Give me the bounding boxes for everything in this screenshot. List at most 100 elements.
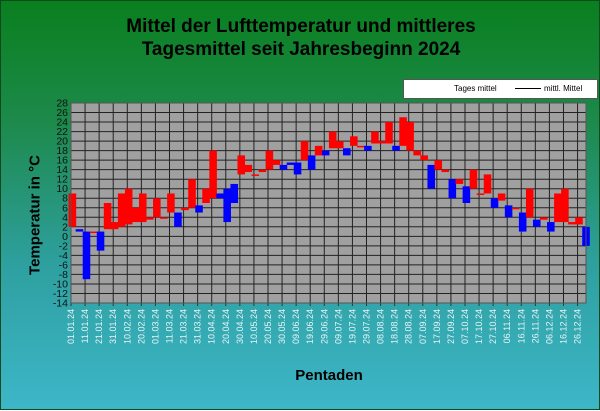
plot-background — [70, 102, 587, 304]
bar-below-mean — [448, 179, 457, 199]
bar-above-mean — [434, 160, 443, 170]
bar-below-mean — [279, 164, 288, 170]
bar-above-mean — [540, 217, 548, 220]
bar-above-mean — [181, 207, 189, 211]
x-tick-label: 10.02.24 — [122, 309, 132, 344]
bar-above-mean — [441, 169, 450, 173]
x-tick-label: 31.01.24 — [108, 309, 118, 344]
chart-title-line-2: Tagesmittel seit Jahresbeginn 2024 — [141, 39, 461, 60]
x-tick-label: 18.08.24 — [390, 309, 400, 344]
bar-above-mean — [357, 145, 365, 148]
y-tick-label: -4 — [59, 250, 68, 262]
bar-above-mean — [131, 207, 140, 223]
x-tick-label: 29.06.24 — [319, 309, 329, 344]
bar-below-mean — [223, 188, 231, 223]
x-tick-label: 01.03.24 — [150, 309, 160, 344]
y-tick-label: 0 — [62, 231, 68, 243]
bar-above-mean — [153, 198, 161, 218]
x-tick-label: 10.04.24 — [207, 309, 217, 344]
bar-below-mean — [195, 205, 203, 213]
y-tick-label: 18 — [56, 145, 68, 157]
bar-above-mean — [561, 188, 569, 223]
bar-below-mean — [532, 219, 541, 227]
y-tick-label: 4 — [62, 212, 68, 224]
bar-below-mean — [427, 164, 435, 189]
bar-above-mean — [554, 193, 562, 223]
bar-below-mean — [504, 205, 513, 218]
x-tick-label: 29.07.24 — [361, 309, 371, 344]
bar-below-mean — [490, 198, 499, 208]
x-tick-label: 07.10.24 — [460, 309, 470, 344]
bar-below-mean — [82, 231, 91, 280]
bar-above-mean — [89, 231, 98, 234]
bar-above-mean — [406, 122, 414, 151]
bar-below-mean — [307, 155, 316, 170]
bar-above-mean — [328, 131, 337, 149]
y-tick-label: 20 — [56, 136, 68, 148]
bar-above-mean — [350, 136, 358, 146]
x-tick-label: 26.12.24 — [573, 309, 583, 344]
bar-above-mean — [146, 217, 154, 220]
x-axis-title: Pentaden — [295, 367, 363, 384]
x-tick-label: 06.12.24 — [544, 309, 554, 344]
y-tick-label: 14 — [56, 164, 68, 176]
bar-above-mean — [525, 188, 534, 218]
bar-above-mean — [272, 160, 281, 165]
legend-line-swatch — [515, 88, 541, 89]
x-tick-label: 11.01.24 — [80, 309, 90, 343]
y-tick-label: 24 — [56, 117, 68, 129]
y-tick-label: -10 — [53, 278, 68, 290]
y-tick-label: -6 — [59, 259, 68, 271]
y-tick-label: 8 — [62, 193, 68, 205]
bar-below-mean — [462, 186, 471, 203]
bar-above-mean — [314, 145, 323, 156]
x-tick-label: 17.09.24 — [432, 309, 442, 344]
bar-above-mean — [575, 217, 583, 225]
bar-below-mean — [293, 162, 302, 175]
y-tick-label: 26 — [56, 107, 68, 119]
y-tick-label: 22 — [56, 126, 68, 138]
bar-below-mean — [392, 145, 400, 151]
bar-below-mean — [518, 212, 527, 232]
x-tick-label: 16.12.24 — [558, 309, 568, 344]
legend-entry-mittl-mittel: mittl. Mittel — [544, 84, 583, 93]
bar-above-mean — [399, 117, 407, 146]
legend: Tages mittel mittl. Mittel — [403, 79, 598, 99]
bar-above-mean — [568, 222, 576, 225]
x-tick-label: 20.04.24 — [221, 309, 231, 344]
bar-above-mean — [202, 188, 210, 203]
x-tick-label: 10.05.24 — [249, 309, 259, 344]
y-tick-label: 2 — [62, 221, 68, 233]
bar-above-mean — [68, 193, 77, 227]
bar-above-mean — [378, 141, 386, 144]
x-tick-label: 07.09.24 — [418, 309, 428, 344]
x-tick-label: 21.03.24 — [179, 309, 189, 344]
x-tick-label: 19.06.24 — [305, 309, 315, 344]
bar-above-mean — [103, 203, 112, 230]
bar-below-mean — [216, 193, 224, 199]
bar-above-mean — [160, 217, 168, 219]
bar-above-mean — [511, 207, 520, 210]
bar-above-mean — [335, 141, 344, 149]
bar-below-mean — [174, 212, 182, 227]
x-tick-label: 30.04.24 — [235, 309, 245, 344]
bar-above-mean — [258, 169, 267, 173]
bar-below-mean — [547, 222, 555, 232]
y-tick-label: 6 — [62, 202, 68, 214]
x-tick-label: 20.02.24 — [136, 309, 146, 344]
bar-below-mean — [75, 229, 84, 232]
y-tick-label: -14 — [53, 298, 68, 310]
x-tick-label: 20.05.24 — [263, 309, 273, 344]
bar-above-mean — [110, 222, 119, 230]
bar-above-mean — [251, 174, 260, 176]
x-tick-label: 09.06.24 — [291, 309, 301, 344]
bar-above-mean — [209, 150, 217, 199]
bar-above-mean — [124, 188, 133, 225]
bar-above-mean — [371, 131, 379, 144]
bar-above-mean — [455, 179, 464, 184]
bar-below-mean — [321, 150, 330, 156]
bar-above-mean — [385, 122, 393, 144]
bar-above-mean — [483, 174, 492, 194]
